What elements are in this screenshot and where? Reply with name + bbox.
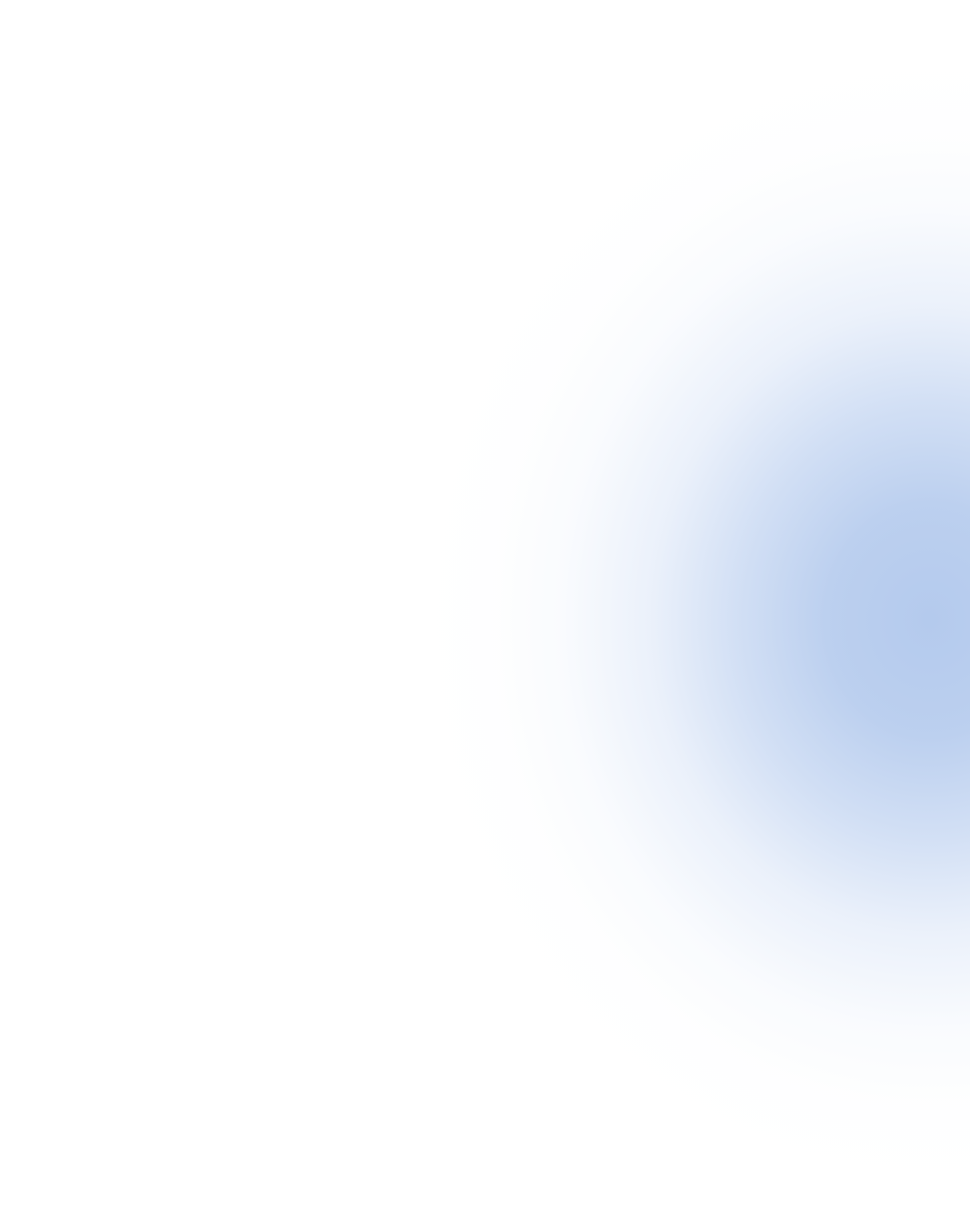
blue-radial-glow xyxy=(410,40,970,1200)
